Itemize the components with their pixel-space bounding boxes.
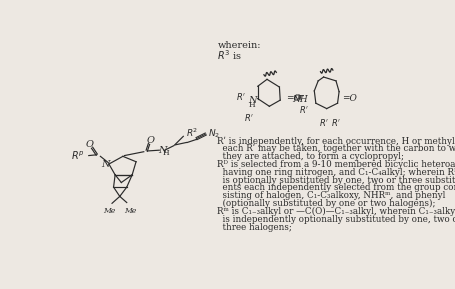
Text: N: N [158, 147, 166, 155]
Text: H: H [248, 101, 255, 109]
Text: $R'$: $R'$ [330, 117, 340, 128]
Text: $R'$: $R'$ [236, 91, 246, 102]
Text: NH: NH [292, 95, 308, 104]
Text: Rʹ is independently, for each occurrence, H or methyl; or: Rʹ is independently, for each occurrence… [216, 136, 455, 146]
Text: O: O [147, 136, 154, 145]
Text: ents each independently selected from the group con-: ents each independently selected from th… [216, 184, 455, 192]
Text: Me: Me [102, 207, 115, 215]
Text: or: or [293, 93, 303, 102]
Text: $R'$: $R'$ [243, 112, 253, 123]
Text: $R'$: $R'$ [298, 104, 308, 115]
Text: N: N [101, 160, 110, 169]
Text: $R'$: $R'$ [318, 117, 328, 128]
Text: is independently optionally substituted by one, two or: is independently optionally substituted … [216, 215, 455, 224]
Text: they are attached, to form a cyclopropyl;: they are attached, to form a cyclopropyl… [216, 152, 403, 161]
Text: (optionally substituted by one or two halogens);: (optionally substituted by one or two ha… [216, 199, 434, 208]
Text: is optionally substituted by one, two or three substitu-: is optionally substituted by one, two or… [216, 176, 455, 185]
Text: $R^2$: $R^2$ [185, 127, 197, 139]
Text: =O: =O [341, 94, 356, 103]
Text: three halogens;: three halogens; [216, 223, 291, 232]
Text: H: H [162, 149, 169, 157]
Text: N: N [248, 96, 256, 105]
Text: wherein:: wherein: [217, 41, 260, 50]
Text: having one ring nitrogen, and C₁-C₄alkyl; wherein Rᴰ: having one ring nitrogen, and C₁-C₄alkyl… [216, 168, 455, 177]
Text: Me: Me [124, 207, 136, 215]
Text: O: O [86, 140, 93, 149]
Text: each Rʹ may be taken, together with the carbon to which: each Rʹ may be taken, together with the … [216, 144, 455, 153]
Text: $R^p$: $R^p$ [71, 149, 85, 162]
Text: Rᵐ is C₁₋₃alkyl or —C(O)—C₁₋₃alkyl, wherein C₁₋₃alkyl: Rᵐ is C₁₋₃alkyl or —C(O)—C₁₋₃alkyl, wher… [216, 207, 455, 216]
Text: $R^3$ is: $R^3$ is [217, 49, 242, 62]
Text: sisting of halogen, C₁-C₃alkoxy, NHRᵐ, and phenyl: sisting of halogen, C₁-C₃alkoxy, NHRᵐ, a… [216, 191, 444, 200]
Text: $N_2$: $N_2$ [207, 128, 220, 140]
Text: Rᴰ is selected from a 9-10 membered bicyclic heteroaryl: Rᴰ is selected from a 9-10 membered bicy… [216, 160, 455, 169]
Text: =O: =O [285, 94, 300, 103]
